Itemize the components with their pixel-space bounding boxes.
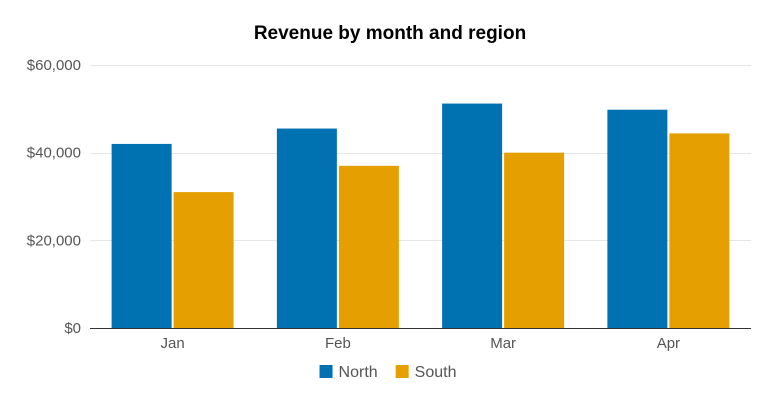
y-axis-tick-labels: $0 $20,000 $40,000 $60,000 [27, 57, 81, 337]
legend-swatch [395, 365, 409, 378]
y-tick-label: $60,000 [27, 57, 81, 74]
y-tick-label: $20,000 [27, 232, 81, 249]
x-axis-tick-labels: Jan Feb Mar Apr [161, 335, 681, 352]
legend-item-south: South [395, 364, 457, 381]
bar-north-jan [111, 143, 172, 328]
y-tick-label: $40,000 [27, 145, 81, 162]
bar-north-mar [442, 103, 503, 328]
bar-south-apr [669, 133, 730, 328]
legend-label: South [415, 364, 457, 381]
bar-south-jan [173, 192, 234, 328]
bar-south-feb [338, 165, 399, 328]
bar-north-feb [276, 128, 337, 328]
legend-swatch [319, 365, 333, 378]
chart-title: Revenue by month and region [254, 23, 526, 44]
x-tick-label: Mar [490, 335, 516, 352]
y-tick-label: $0 [64, 320, 81, 337]
bars [111, 103, 730, 329]
x-tick-label: Apr [657, 335, 680, 352]
legend-item-north: North [319, 364, 378, 381]
legend: North South [319, 364, 457, 381]
x-tick-label: Feb [325, 335, 351, 352]
bar-north-apr [607, 109, 668, 329]
bar-south-mar [504, 152, 565, 328]
legend-label: North [339, 364, 378, 381]
x-tick-label: Jan [161, 335, 185, 352]
